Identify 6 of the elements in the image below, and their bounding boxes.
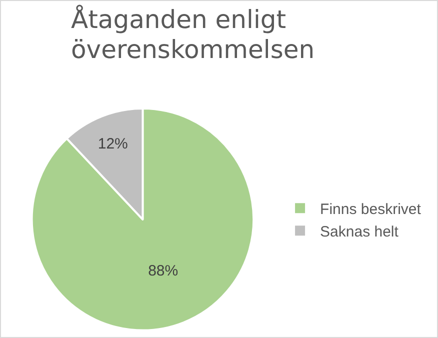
legend-label: Finns beskrivet xyxy=(320,201,422,218)
data-label: 12% xyxy=(98,136,128,153)
chart-title: Åtaganden enligt överenskommelsen xyxy=(71,5,316,65)
legend-label: Saknas helt xyxy=(320,224,400,240)
pie-slice xyxy=(30,108,255,332)
data-label: 88% xyxy=(148,262,178,280)
